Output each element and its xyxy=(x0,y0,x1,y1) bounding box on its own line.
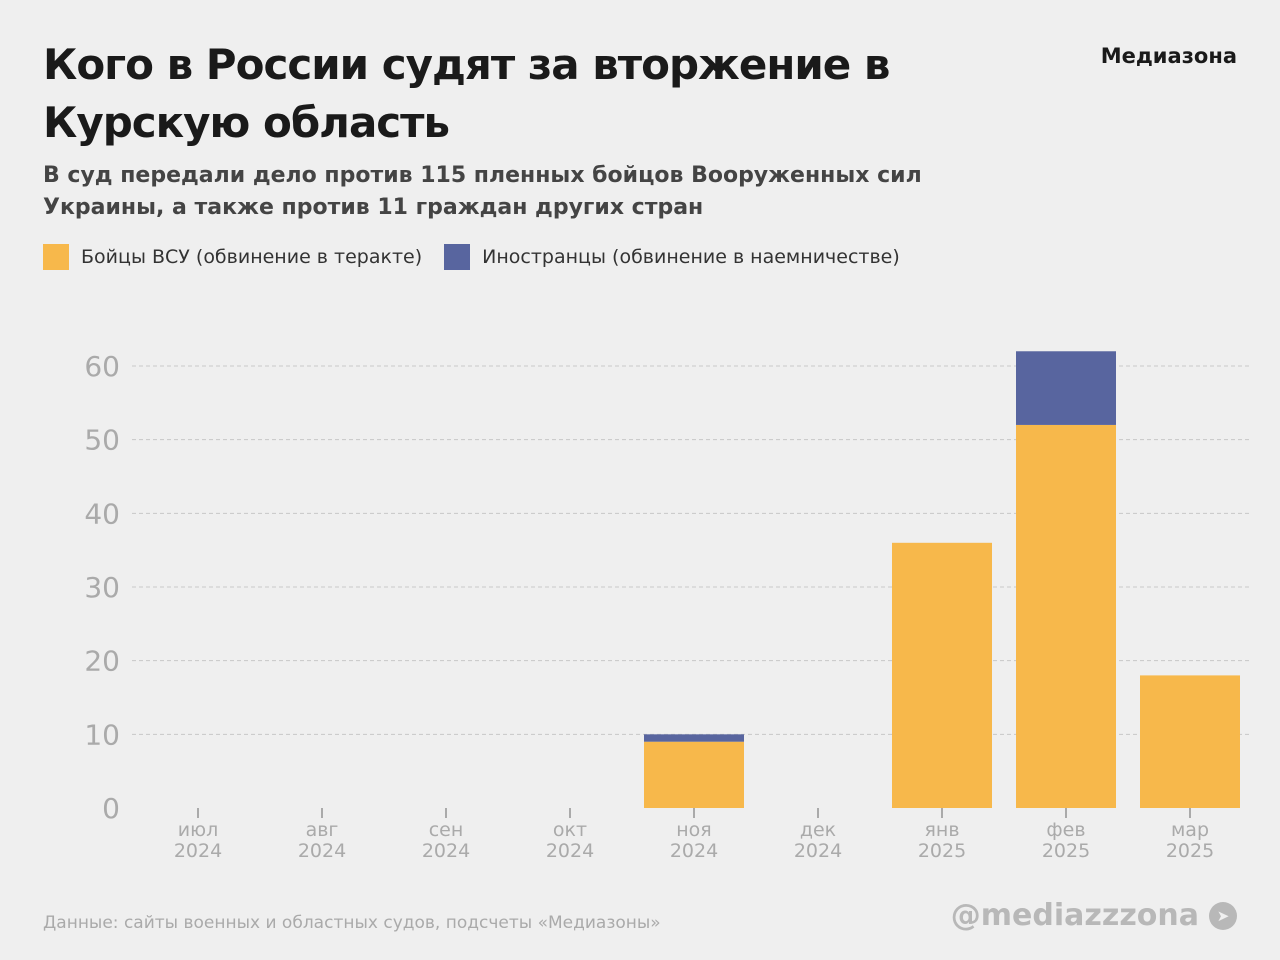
x-tick-label: мар xyxy=(1171,819,1209,841)
y-tick-label: 0 xyxy=(102,792,120,825)
y-tick-label: 40 xyxy=(84,497,120,530)
x-tick-label: дек xyxy=(800,819,836,841)
legend: Бойцы ВСУ (обвинение в теракте) Иностран… xyxy=(43,244,922,270)
legend-label: Иностранцы (обвинение в наемничестве) xyxy=(482,246,900,268)
legend-item-vsu: Бойцы ВСУ (обвинение в теракте) xyxy=(43,244,422,270)
y-tick-label: 20 xyxy=(84,645,120,678)
legend-item-foreigners: Иностранцы (обвинение в наемничестве) xyxy=(444,244,900,270)
x-tick-label: 2024 xyxy=(298,840,346,862)
legend-label: Бойцы ВСУ (обвинение в теракте) xyxy=(81,246,423,268)
x-tick-label: янв xyxy=(924,819,959,841)
y-tick-label: 60 xyxy=(84,350,120,383)
chart-subtitle: В суд передали дело против 115 пленных б… xyxy=(43,163,922,220)
bar-vsu xyxy=(1016,424,1116,808)
x-tick-label: сен xyxy=(429,819,464,841)
legend-swatch xyxy=(444,244,471,270)
x-tick-label: фев xyxy=(1046,819,1085,841)
social-handle: @mediazzzona ➤ xyxy=(951,898,1237,933)
y-tick-label: 10 xyxy=(84,718,120,751)
x-tick-label: 2024 xyxy=(174,840,222,862)
x-tick-label: 2024 xyxy=(670,840,718,862)
source-note: Данные: сайты военных и областных судов,… xyxy=(43,913,661,933)
x-tick-label: 2025 xyxy=(918,840,966,862)
x-tick-label: 2024 xyxy=(546,840,594,862)
telegram-icon: ➤ xyxy=(1209,901,1237,930)
x-tick-label: ноя xyxy=(676,819,711,841)
bar-vsu xyxy=(892,542,992,808)
x-tick-label: авг xyxy=(306,819,339,841)
chart-title: Кого в России судят за вторжение в Курск… xyxy=(43,40,890,147)
x-tick-label: 2024 xyxy=(422,840,470,862)
bar-foreigners xyxy=(644,734,744,742)
bar-foreigners xyxy=(1016,351,1116,425)
x-tick-label: 2025 xyxy=(1166,840,1214,862)
x-tick-label: 2024 xyxy=(794,840,842,862)
y-tick-label: 50 xyxy=(84,424,120,457)
x-tick-label: июл xyxy=(178,819,219,841)
bar-vsu xyxy=(1140,675,1240,808)
bar-vsu xyxy=(644,741,744,808)
x-tick-label: окт xyxy=(553,819,587,841)
handle-text: @mediazzzona xyxy=(950,898,1199,933)
legend-swatch xyxy=(43,244,69,270)
brand-logo: Медиазона xyxy=(1100,44,1237,68)
x-tick-label: 2025 xyxy=(1042,840,1090,862)
y-tick-label: 30 xyxy=(84,571,120,604)
